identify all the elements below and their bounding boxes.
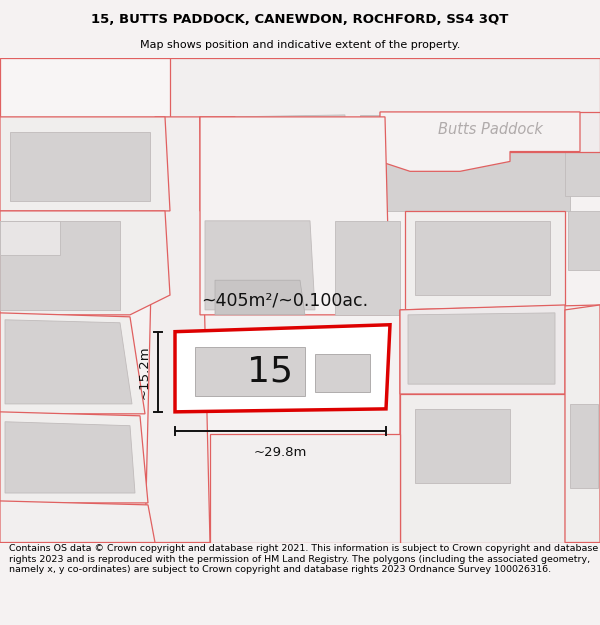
Polygon shape	[0, 221, 60, 256]
Polygon shape	[200, 117, 240, 211]
Polygon shape	[230, 115, 345, 201]
Polygon shape	[408, 313, 555, 384]
Polygon shape	[0, 412, 148, 503]
Polygon shape	[400, 305, 600, 542]
Polygon shape	[200, 117, 390, 315]
Text: ~405m²/~0.100ac.: ~405m²/~0.100ac.	[202, 292, 368, 310]
Polygon shape	[170, 58, 600, 137]
Polygon shape	[335, 221, 400, 315]
Polygon shape	[5, 422, 135, 493]
Text: ~29.8m: ~29.8m	[254, 446, 307, 459]
Polygon shape	[0, 221, 120, 310]
Polygon shape	[0, 501, 155, 542]
Text: Butts Paddock: Butts Paddock	[437, 122, 542, 138]
Polygon shape	[405, 211, 565, 310]
Polygon shape	[400, 394, 565, 542]
Polygon shape	[415, 409, 510, 483]
Polygon shape	[0, 313, 145, 414]
Polygon shape	[380, 112, 580, 171]
Polygon shape	[0, 117, 170, 211]
Polygon shape	[415, 221, 550, 295]
Polygon shape	[5, 320, 132, 404]
Polygon shape	[360, 115, 570, 211]
Polygon shape	[10, 132, 150, 201]
Polygon shape	[145, 117, 210, 542]
Polygon shape	[195, 346, 305, 396]
Polygon shape	[565, 305, 600, 542]
Polygon shape	[315, 354, 370, 392]
Text: 15, BUTTS PADDOCK, CANEWDON, ROCHFORD, SS4 3QT: 15, BUTTS PADDOCK, CANEWDON, ROCHFORD, S…	[91, 12, 509, 26]
Text: Contains OS data © Crown copyright and database right 2021. This information is : Contains OS data © Crown copyright and d…	[9, 544, 598, 574]
Polygon shape	[215, 280, 305, 315]
Polygon shape	[0, 58, 600, 117]
Text: Map shows position and indicative extent of the property.: Map shows position and indicative extent…	[140, 40, 460, 50]
Text: 15: 15	[247, 354, 293, 388]
Polygon shape	[570, 404, 598, 488]
Polygon shape	[0, 211, 170, 315]
Polygon shape	[205, 221, 315, 310]
Polygon shape	[380, 112, 600, 151]
Polygon shape	[400, 305, 565, 394]
Polygon shape	[175, 325, 390, 412]
Polygon shape	[565, 132, 600, 196]
Text: ~15.2m: ~15.2m	[137, 345, 151, 399]
Polygon shape	[568, 211, 600, 270]
Polygon shape	[210, 434, 400, 542]
